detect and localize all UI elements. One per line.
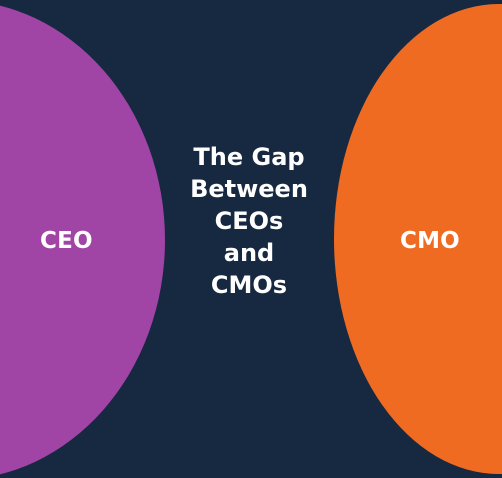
title-line-3: CEOs [214,207,284,235]
cmo-label: CMO [400,228,460,254]
diagram-title: The Gap Between CEOs and CMOs [176,141,322,301]
title-line-2: Between [190,175,308,203]
ceo-label: CEO [40,228,93,254]
title-line-5: CMOs [210,271,288,299]
title-line-1: The Gap [193,143,305,171]
title-line-4: and [223,239,275,267]
